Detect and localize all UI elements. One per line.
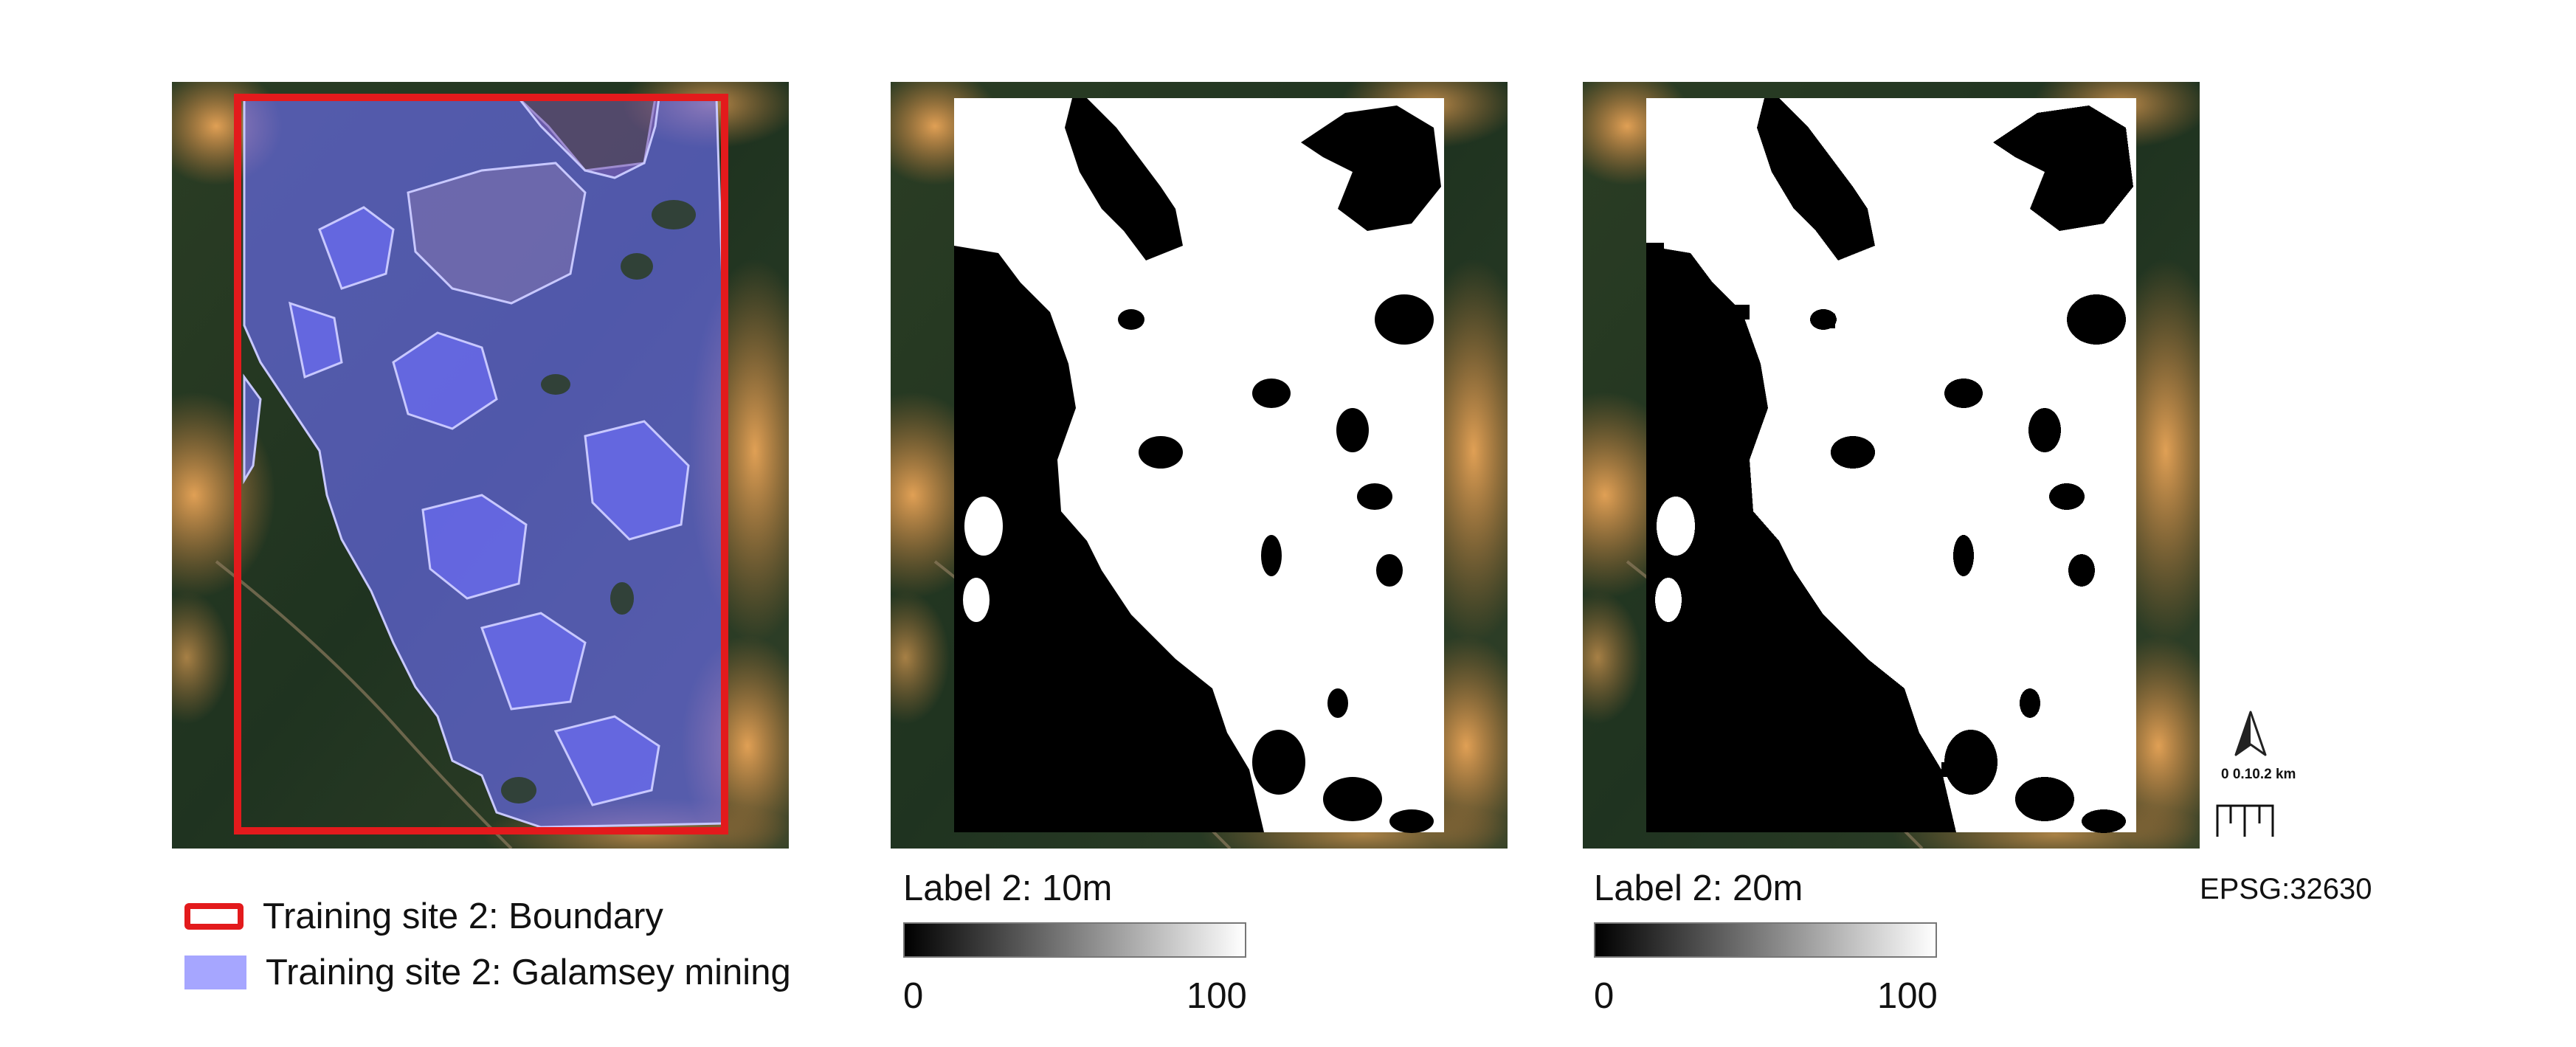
ramp-20m-min-label: 0 <box>1594 976 1615 1016</box>
label-20m-mask <box>1646 98 2136 833</box>
galamsey-mining-polygons <box>243 97 727 829</box>
crs-label: EPSG:32630 <box>2200 873 2372 905</box>
ramp-20m-title: Label 2: 20m <box>1594 868 1803 908</box>
vegetation-gaps <box>501 200 696 804</box>
legend-item-mining: Training site 2: Galamsey mining <box>184 952 791 993</box>
map-panel-imagery <box>172 82 789 849</box>
legend-mining-label: Training site 2: Galamsey mining <box>266 953 791 992</box>
scale-bar-label: 0 0.10.2 km <box>2221 767 2296 782</box>
map-panel-label-10m <box>891 82 1508 849</box>
scale-bar <box>2216 804 2274 837</box>
mining-swatch-icon <box>184 956 246 989</box>
label-10m-map <box>891 82 1508 849</box>
ramp-10m-title: Label 2: 10m <box>903 868 1113 908</box>
ramp-10m-colorbar <box>903 922 1246 958</box>
imagery-map <box>172 82 789 849</box>
legend-item-boundary: Training site 2: Boundary <box>184 896 663 937</box>
ramp-10m-min-label: 0 <box>903 976 924 1016</box>
ramp-20m-colorbar <box>1594 922 1937 958</box>
map-panel-label-20m <box>1583 82 2200 849</box>
legend-boundary-label: Training site 2: Boundary <box>263 896 663 936</box>
label-20m-map <box>1583 82 2200 849</box>
ramp-10m-max-label: 100 <box>1187 976 1247 1016</box>
label-10m-mask <box>954 98 1444 833</box>
ramp-20m-max-label: 100 <box>1877 976 1938 1016</box>
north-arrow-icon <box>2234 711 2267 756</box>
boundary-swatch-icon <box>184 903 244 930</box>
training-site-boundary <box>234 94 728 835</box>
